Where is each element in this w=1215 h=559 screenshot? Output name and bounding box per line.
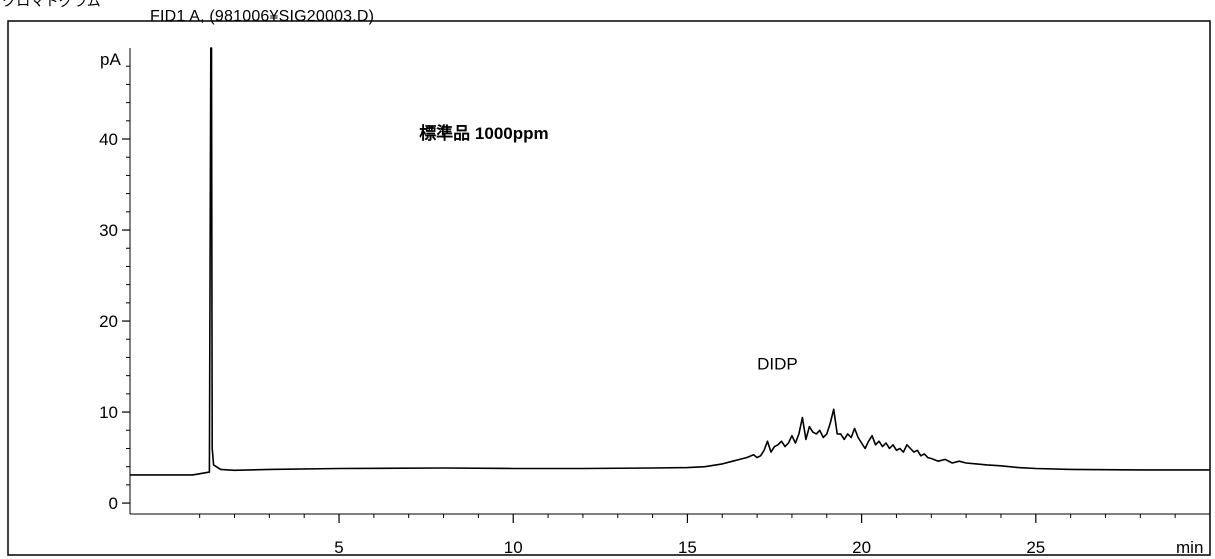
x-tick-label: 25 xyxy=(1026,538,1045,557)
header-label: クロマトグラム xyxy=(2,0,101,9)
y-tick-label: 0 xyxy=(109,494,118,513)
x-ticks: 5 10 15 20 25 xyxy=(199,514,1176,557)
chromatogram-trace xyxy=(130,47,1210,476)
y-tick-label: 10 xyxy=(99,403,118,422)
y-tick-label: 40 xyxy=(99,130,118,149)
x-tick-label: 10 xyxy=(504,538,523,557)
x-tick-label: 15 xyxy=(678,538,697,557)
x-axis-unit-label: min xyxy=(1176,538,1203,557)
y-ticks: 0 10 20 30 40 xyxy=(99,65,130,513)
annotation-standard-concentration: 標準品 1000ppm xyxy=(419,123,548,143)
plot-frame xyxy=(7,20,1211,556)
x-tick-label: 20 xyxy=(852,538,871,557)
y-tick-label: 20 xyxy=(99,312,118,331)
x-tick-label: 5 xyxy=(334,538,343,557)
y-tick-label: 30 xyxy=(99,221,118,240)
y-axis-unit-label: pA xyxy=(100,50,121,69)
annotation-peak-didp: DIDP xyxy=(757,354,798,373)
